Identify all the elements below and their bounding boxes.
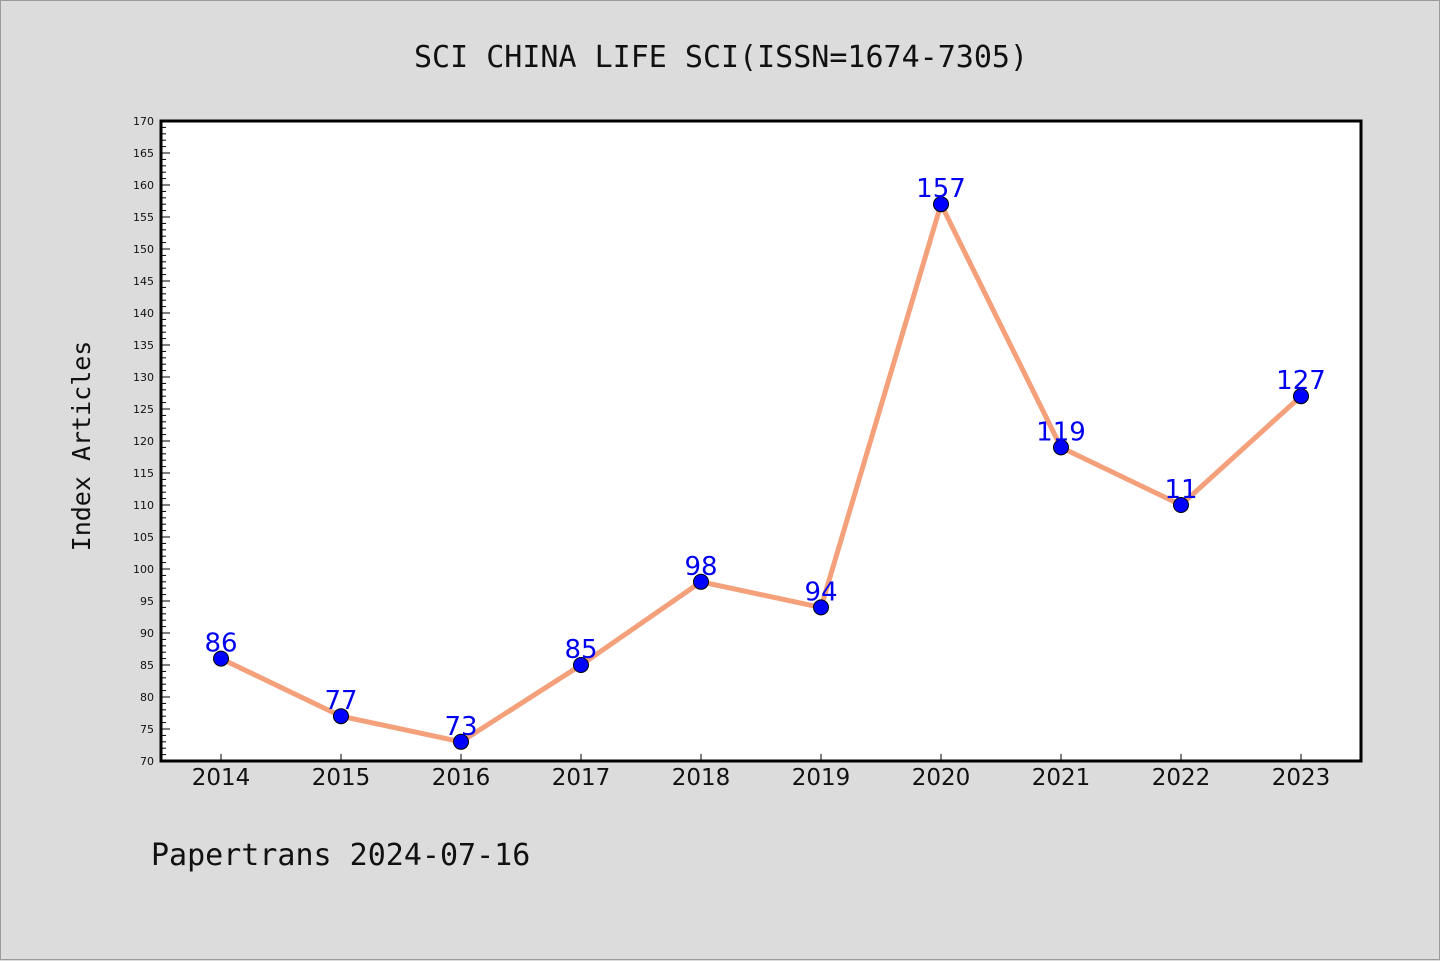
y-axis: 70 75 80 85 90 95 100 105 110 115 120 125 130 135 140 1… bbox=[133, 115, 170, 768]
y-tick-label: 145 bbox=[133, 275, 154, 288]
y-tick-label: 75 bbox=[140, 723, 154, 736]
y-tick-label: 115 bbox=[133, 467, 154, 480]
data-point bbox=[573, 657, 589, 673]
data-label: 94 bbox=[804, 577, 837, 607]
x-tick-label: 2020 bbox=[912, 765, 971, 791]
data-label: 77 bbox=[324, 686, 357, 716]
data-point bbox=[1053, 439, 1069, 456]
data-label: 127 bbox=[1276, 366, 1326, 396]
y-tick-label: 135 bbox=[133, 339, 154, 352]
y-tick-label: 80 bbox=[140, 691, 154, 704]
data-labels: 86 77 73 85 98 94 157 119 11 127 bbox=[204, 174, 1325, 742]
x-tick-label: 2018 bbox=[672, 765, 731, 791]
y-tick-label: 85 bbox=[140, 659, 154, 672]
y-tick-label: 165 bbox=[133, 147, 154, 160]
data-point bbox=[1293, 388, 1309, 405]
data-point bbox=[333, 708, 349, 725]
data-point bbox=[453, 733, 469, 750]
y-axis-label: Index Articles bbox=[67, 341, 96, 552]
data-label: 73 bbox=[444, 712, 477, 742]
y-tick-label: 100 bbox=[133, 563, 154, 576]
plot-frame bbox=[159, 119, 1363, 763]
y-tick-label: 90 bbox=[140, 627, 154, 640]
series-line-group bbox=[218, 201, 1304, 745]
plot-area bbox=[161, 121, 1361, 761]
footer-text: Papertrans 2024-07-16 bbox=[151, 838, 530, 873]
data-point bbox=[1173, 497, 1189, 513]
data-point bbox=[213, 650, 229, 667]
y-tick-label: 160 bbox=[133, 179, 154, 192]
x-tick-label: 2017 bbox=[552, 765, 611, 791]
x-axis: 2014 2015 2016 2017 2018 2019 2020 2021 2022 2023 bbox=[192, 754, 1331, 791]
y-tick-label: 155 bbox=[133, 211, 154, 224]
y-tick-label: 120 bbox=[133, 435, 154, 448]
y-tick-label: 170 bbox=[133, 115, 154, 128]
y-tick-label: 95 bbox=[140, 595, 154, 608]
data-point bbox=[933, 196, 949, 213]
data-point bbox=[693, 573, 709, 590]
data-label: 119 bbox=[1036, 417, 1086, 447]
data-point bbox=[813, 599, 829, 616]
x-tick-label: 2022 bbox=[1152, 765, 1211, 791]
x-tick-label: 2014 bbox=[192, 765, 251, 791]
data-label: 86 bbox=[204, 629, 237, 659]
x-tick-label: 2023 bbox=[1272, 765, 1331, 791]
y-tick-label: 70 bbox=[140, 755, 154, 768]
chart-title: SCI CHINA LIFE SCI(ISSN=1674-7305) bbox=[414, 40, 1028, 75]
data-label: 11 bbox=[1164, 475, 1197, 505]
x-tick-label: 2015 bbox=[312, 765, 371, 791]
y-tick-label: 130 bbox=[133, 371, 154, 384]
x-tick-label: 2021 bbox=[1032, 765, 1091, 791]
data-label: 157 bbox=[916, 174, 966, 204]
data-label: 85 bbox=[564, 635, 597, 665]
y-tick-label: 105 bbox=[133, 531, 154, 544]
y-tick-label: 150 bbox=[133, 243, 154, 256]
y-tick-label: 125 bbox=[133, 403, 154, 416]
data-markers bbox=[213, 196, 1309, 750]
x-tick-label: 2016 bbox=[432, 765, 491, 791]
y-tick-label: 140 bbox=[133, 307, 154, 320]
data-label: 98 bbox=[684, 552, 717, 582]
series-line bbox=[218, 201, 1304, 745]
y-tick-label: 110 bbox=[133, 499, 154, 512]
x-tick-label: 2019 bbox=[792, 765, 851, 791]
